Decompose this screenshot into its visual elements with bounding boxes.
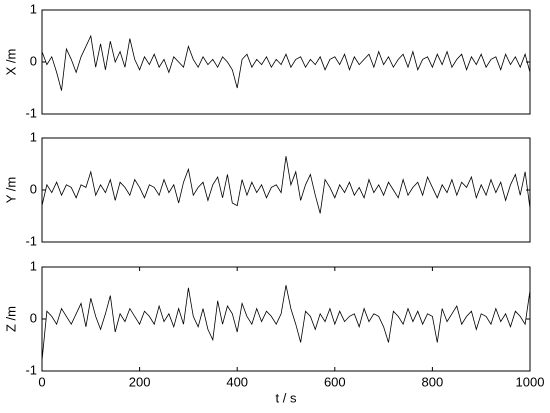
y-axis-label: Z /m [3,306,18,332]
y-tick-label: 0 [30,181,37,196]
data-line [41,34,531,91]
x-tick-label: 1000 [516,374,545,389]
y-axis-label: Y /m [3,177,18,204]
x-tick-label: 0 [38,374,45,389]
x-tick-label: 800 [422,374,444,389]
y-tick-label: 1 [30,1,37,16]
y-tick-label: -1 [25,105,37,120]
x-tick-label: 600 [324,374,346,389]
y-tick-label: -1 [25,233,37,248]
x-tick-label: 400 [226,374,248,389]
data-line [41,156,531,214]
y-tick-label: -1 [25,362,37,377]
plot-frame [41,137,531,243]
y-tick-label: 0 [30,310,37,325]
plot-frame [41,266,531,372]
y-axis-label: X /m [3,49,18,76]
y-tick-label: 1 [30,129,37,144]
y-tick-label: 0 [30,53,37,68]
y-tick-label: 1 [30,258,37,273]
x-axis-label: t / s [276,390,297,405]
x-tick-label: 200 [129,374,151,389]
data-line [41,285,531,361]
